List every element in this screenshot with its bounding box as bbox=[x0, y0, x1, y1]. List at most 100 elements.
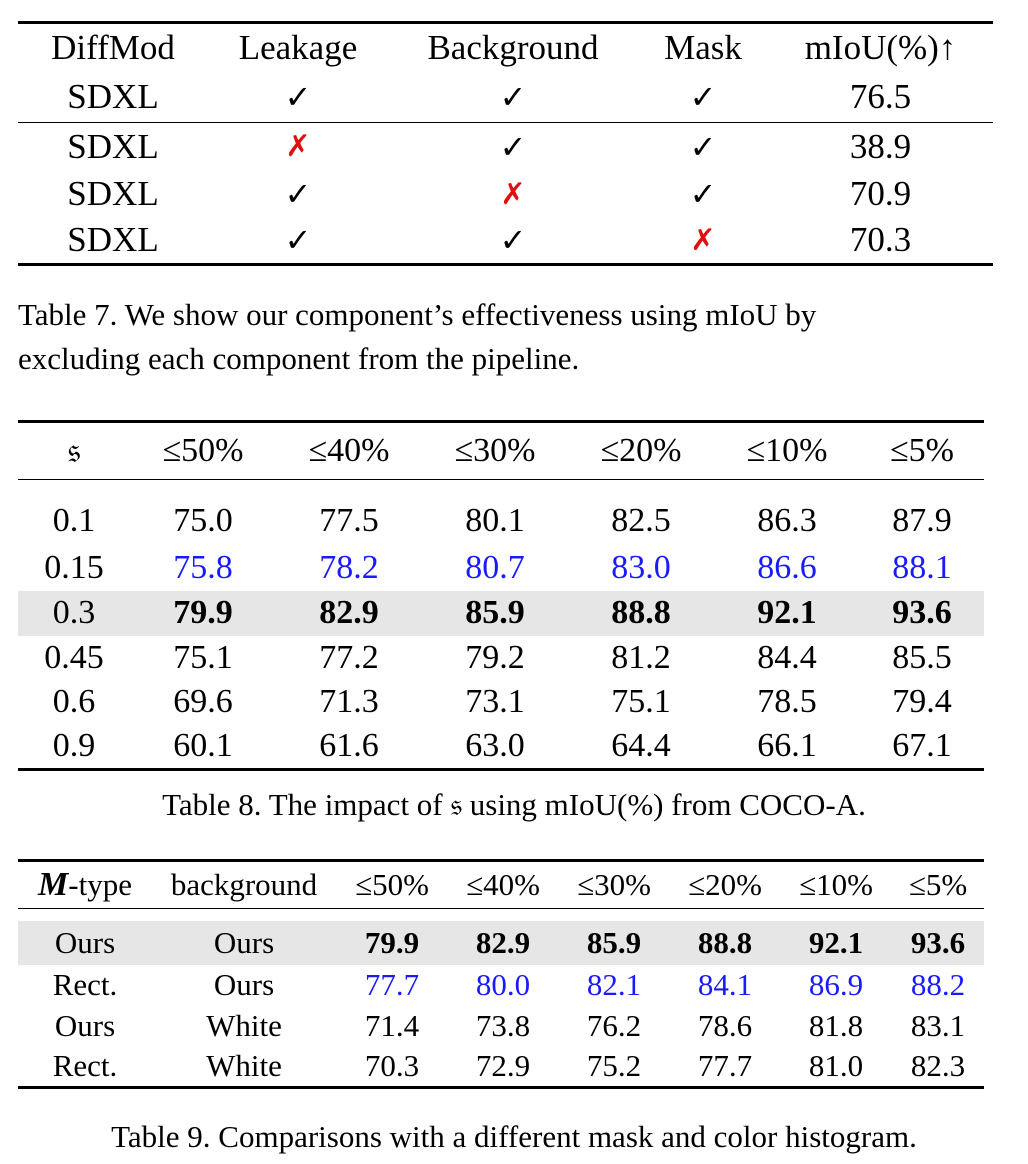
value-cell: 70.3 bbox=[364, 1048, 420, 1084]
s-cell: 0.9 bbox=[52, 727, 96, 765]
value-cell: 82.5 bbox=[611, 501, 671, 539]
value-cell: 83.1 bbox=[910, 1008, 966, 1043]
background-cell: Ours bbox=[152, 920, 336, 965]
second-best-cell: 88.1 bbox=[892, 549, 952, 586]
table-8-header: ≤20% bbox=[600, 432, 682, 469]
second-best-cell: 83.0 bbox=[611, 549, 671, 586]
mtype-cell: Rect. bbox=[52, 967, 118, 1002]
table-7-caption: Table 7. We show our component’s effecti… bbox=[18, 293, 1008, 381]
table-8: 𝔰 ≤50% ≤40% ≤30% ≤20% ≤10% ≤5% 0.1 75.0 … bbox=[18, 420, 984, 772]
s-cell: 0.1 bbox=[52, 501, 96, 539]
table-9-header-mtype: M-type bbox=[18, 861, 152, 909]
table-9-header-row: M-type background ≤50% ≤40% ≤30% ≤20% ≤1… bbox=[18, 860, 984, 909]
table-8-header: 𝔰 bbox=[67, 431, 81, 471]
table-row: Ours White 71.4 73.8 76.2 78.6 81.8 83.1 bbox=[18, 1006, 984, 1047]
value-cell: 78.6 bbox=[697, 1008, 753, 1043]
table-row: SDXL ✓ ✓ ✗ 70.3 bbox=[18, 218, 993, 265]
value-cell: 80.1 bbox=[465, 501, 525, 539]
value-cell: 66.1 bbox=[757, 727, 817, 765]
value-cell: 63.0 bbox=[465, 727, 525, 765]
table-row-highlighted: Ours Ours 79.9 82.9 85.9 88.8 92.1 93.6 bbox=[18, 920, 984, 965]
mask-check-icon: ✓ bbox=[689, 78, 717, 117]
second-best-cell: 77.7 bbox=[364, 967, 420, 1002]
table-7: DiffMod Leakage Background Mask mIoU(%)↑… bbox=[18, 21, 993, 267]
value-cell: 75.0 bbox=[173, 501, 233, 539]
mtype-cell: Ours bbox=[18, 920, 152, 965]
table-8-caption: Table 8. The impact of 𝔰 using mIoU(%) f… bbox=[162, 787, 866, 822]
table-9-header: background bbox=[170, 867, 318, 902]
second-best-cell: 80.0 bbox=[475, 967, 531, 1002]
second-best-cell: 78.2 bbox=[319, 549, 379, 586]
best-cell: 82.9 bbox=[448, 920, 558, 965]
background-cell: Ours bbox=[213, 967, 275, 1002]
table-7-header: DiffMod bbox=[51, 28, 175, 68]
value-cell: 69.6 bbox=[173, 683, 233, 720]
table-row: SDXL ✓ ✗ ✓ 70.9 bbox=[18, 171, 993, 218]
value-cell: 71.3 bbox=[319, 683, 379, 720]
leakage-check-icon: ✓ bbox=[284, 78, 312, 117]
value-cell: 60.1 bbox=[173, 727, 233, 765]
best-cell: 93.6 bbox=[860, 590, 984, 636]
value-cell: 78.5 bbox=[757, 683, 817, 720]
leakage-check-icon: ✓ bbox=[284, 221, 312, 260]
caption-line: excluding each component from the pipeli… bbox=[18, 341, 580, 376]
value-cell: 79.4 bbox=[892, 683, 952, 720]
value-cell: 76.2 bbox=[586, 1008, 642, 1043]
value-cell: 72.9 bbox=[475, 1048, 531, 1084]
miou-cell: 70.3 bbox=[849, 220, 912, 260]
table-row: Rect. White 70.3 72.9 75.2 77.7 81.0 82.… bbox=[18, 1047, 984, 1088]
mask-check-icon: ✓ bbox=[689, 175, 717, 213]
best-cell: 93.6 bbox=[892, 920, 984, 965]
table-row: 0.1 75.0 77.5 80.1 82.5 86.3 87.9 bbox=[18, 479, 984, 546]
table-8-header: ≤40% bbox=[308, 432, 390, 469]
s-cell: 0.6 bbox=[52, 683, 96, 720]
table-row-highlighted: 0.3 79.9 82.9 85.9 88.8 92.1 93.6 bbox=[18, 590, 984, 636]
s-cell: 0.3 bbox=[18, 590, 130, 636]
second-best-cell: 82.1 bbox=[586, 967, 642, 1002]
value-cell: 77.2 bbox=[319, 638, 379, 676]
mtype-cell: Ours bbox=[54, 1008, 116, 1043]
value-cell: 75.1 bbox=[611, 683, 671, 720]
table-9-header: ≤5% bbox=[908, 867, 968, 902]
table-row: 0.45 75.1 77.2 79.2 81.2 84.4 85.5 bbox=[18, 636, 984, 680]
table-7-header: mIoU(%)↑ bbox=[804, 28, 957, 68]
leakage-cross-icon: ✗ bbox=[285, 129, 311, 165]
miou-cell: 76.5 bbox=[849, 77, 912, 117]
model-cell: SDXL bbox=[67, 220, 159, 260]
value-cell: 77.5 bbox=[319, 501, 379, 539]
table-8-header: ≤30% bbox=[454, 432, 536, 469]
value-cell: 81.2 bbox=[611, 638, 671, 676]
best-cell: 92.1 bbox=[714, 590, 860, 636]
type-label: -type bbox=[68, 867, 132, 902]
model-cell: SDXL bbox=[67, 77, 159, 117]
model-cell: SDXL bbox=[67, 174, 159, 213]
caption-line: Table 7. We show our component’s effecti… bbox=[18, 297, 817, 332]
value-cell: 64.4 bbox=[611, 727, 671, 765]
second-best-cell: 86.9 bbox=[808, 967, 864, 1002]
best-cell: 92.1 bbox=[780, 920, 892, 965]
background-cell: White bbox=[206, 1048, 282, 1084]
value-cell: 85.5 bbox=[892, 638, 952, 676]
table-7-header: Background bbox=[427, 28, 599, 68]
table-9-header: ≤30% bbox=[577, 867, 651, 902]
value-cell: 79.2 bbox=[465, 638, 525, 676]
miou-cell: 70.9 bbox=[849, 174, 912, 213]
best-cell: 88.8 bbox=[568, 590, 714, 636]
second-best-cell: 75.8 bbox=[173, 549, 233, 586]
second-best-cell: 80.7 bbox=[465, 549, 525, 586]
m-symbol: M bbox=[38, 866, 69, 903]
mask-cross-icon: ✗ bbox=[690, 222, 716, 258]
table-row: SDXL ✗ ✓ ✓ 38.9 bbox=[18, 122, 993, 171]
mtype-cell: Rect. bbox=[52, 1048, 118, 1084]
best-cell: 79.9 bbox=[336, 920, 448, 965]
value-cell: 81.8 bbox=[808, 1008, 864, 1043]
table-row: 0.9 60.1 61.6 63.0 64.4 66.1 67.1 bbox=[18, 725, 984, 770]
table-9-header: ≤20% bbox=[688, 867, 762, 902]
table-7-header: Leakage bbox=[238, 28, 358, 68]
s-cell: 0.15 bbox=[44, 549, 104, 586]
table-9-caption: Table 9. Comparisons with a different ma… bbox=[111, 1119, 917, 1154]
value-cell: 73.8 bbox=[475, 1008, 531, 1043]
background-check-icon: ✓ bbox=[499, 78, 527, 117]
second-best-cell: 86.6 bbox=[757, 549, 817, 586]
second-best-cell: 88.2 bbox=[910, 967, 966, 1002]
